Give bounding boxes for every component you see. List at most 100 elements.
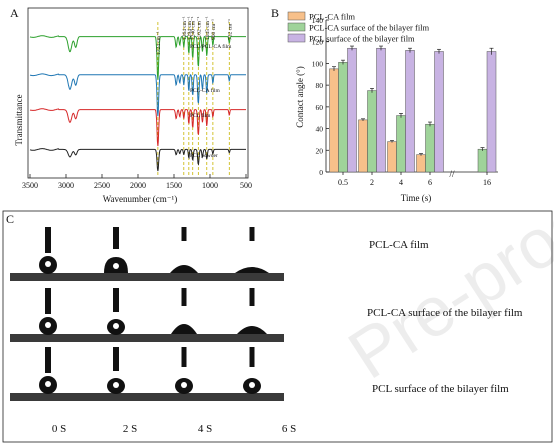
panel-a-xtick-label: 1000 xyxy=(202,181,218,190)
droplet-needle xyxy=(113,288,119,312)
droplet-highlight xyxy=(45,322,51,328)
panel-a-series-label: PCL-CA film xyxy=(190,87,221,94)
panel-b-xtick-label: 6 xyxy=(428,178,432,187)
droplet-highlight xyxy=(113,263,119,269)
panel-a-peak-label: 1364 cm⁻¹ xyxy=(182,16,188,40)
droplet-needle xyxy=(45,288,51,314)
panel-b-bar xyxy=(338,62,348,173)
droplet-time-label: 4 S xyxy=(198,423,212,435)
droplet-row-label: PCL-CA film xyxy=(369,239,429,251)
panel-a-series-label: PCL film xyxy=(190,112,211,119)
panel-b-bar xyxy=(477,148,488,173)
panel-b-xtick-label: 4 xyxy=(399,178,403,187)
panel-b-contact-angle-chart: B Contact angle (°) Time (s) 0 20 40 60 80 10… xyxy=(271,6,498,203)
panel-a-xtick-label: 500 xyxy=(240,181,252,190)
panel-b-bars xyxy=(329,45,497,173)
panel-b-legend-label: PCL-CA film xyxy=(309,12,355,22)
droplet-substrate xyxy=(146,334,216,342)
droplet-needle xyxy=(249,227,255,241)
panel-b-bar xyxy=(405,50,415,173)
panel-b-xtick-label: 16 xyxy=(483,178,491,187)
droplet-substrate xyxy=(214,334,284,342)
panel-a-xtick-label: 1500 xyxy=(166,181,182,190)
panel-a-series-line xyxy=(29,148,246,172)
panel-a-xticks: 3500 3000 2500 2000 1500 1000 500 xyxy=(22,174,252,190)
droplet-row-label: PCL surface of the bilayer film xyxy=(372,383,509,395)
droplet-needle xyxy=(181,347,187,367)
panel-a-xlabel: Wavenumber (cm⁻¹) xyxy=(103,194,177,204)
droplet-substrate xyxy=(10,393,80,401)
droplet-substrate xyxy=(214,273,284,281)
droplet-time-label: 0 S xyxy=(52,423,66,435)
panel-a-series-line xyxy=(29,108,246,147)
panel-a-peak-label: 1162 cm⁻¹ xyxy=(196,16,202,40)
panel-b-bar xyxy=(425,123,435,173)
panel-b-ytick-label: 80 xyxy=(316,81,324,90)
panel-b-legend-swatch xyxy=(287,33,306,43)
droplet-substrate xyxy=(78,393,148,401)
panel-a-xtick-label: 2500 xyxy=(94,181,110,190)
panel-b-xticks: 0.5 2 4 6 16 xyxy=(338,172,491,187)
panel-b-bar xyxy=(376,47,386,173)
droplet-highlight xyxy=(45,261,51,267)
droplet-highlight xyxy=(113,382,119,388)
panel-b-ytick-label: 20 xyxy=(316,146,324,155)
panel-b-bar xyxy=(416,154,426,173)
panel-a-peak-label: 1724 cm⁻¹ xyxy=(156,31,162,55)
panel-a-xtick-label: 2000 xyxy=(130,181,146,190)
panel-b-ytick-label: 0 xyxy=(319,168,323,177)
droplet xyxy=(171,324,197,334)
panel-c-frame xyxy=(2,210,553,443)
panel-a-peak-label: 1294 cm⁻¹ xyxy=(187,16,193,40)
droplet-substrate xyxy=(214,393,284,401)
panel-b-legend-swatch xyxy=(287,22,306,32)
droplet xyxy=(170,265,198,273)
panel-a-series-label: PCL powder xyxy=(190,153,218,159)
panel-c-time-labels: 0 S 2 S 4 S 6 S xyxy=(52,423,296,435)
panel-c-letter: C xyxy=(6,212,14,226)
panel-b-bar xyxy=(358,119,368,173)
droplet-needle xyxy=(113,227,119,249)
panel-b-xtick-label: 0.5 xyxy=(338,178,348,187)
droplet-substrate xyxy=(146,393,216,401)
panel-b-bar xyxy=(367,90,377,173)
panel-a-peak-label: 960 cm⁻¹ xyxy=(211,19,217,40)
droplet-time-label: 6 S xyxy=(282,423,296,435)
droplet-needle xyxy=(249,288,255,306)
panel-a-series-label: PCL/PCL-CA film xyxy=(190,43,232,50)
panel-b-ylabel: Contact angle (°) xyxy=(295,66,305,128)
panel-a-series-line xyxy=(29,35,246,80)
panel-a-peak-label: 732 cm⁻¹ xyxy=(227,19,233,40)
panel-b-legend-swatch xyxy=(287,11,306,21)
droplet-substrate xyxy=(10,334,80,342)
panel-b-ytick-label: 100 xyxy=(312,59,324,68)
droplet xyxy=(237,326,267,334)
panel-b-xlabel: Time (s) xyxy=(401,193,431,203)
panel-a-series-labels: PCL/PCL-CA film PCL-CA film PCL film PCL po… xyxy=(190,43,232,159)
panel-b-legend-label: PCL-CA surface of the bilayer film xyxy=(309,23,430,33)
droplet-needle xyxy=(181,227,187,241)
droplet-substrate xyxy=(78,334,148,342)
droplet xyxy=(235,267,269,273)
panel-b-ytick-label: 60 xyxy=(316,103,324,112)
panel-b-bar xyxy=(396,115,406,173)
droplet-needle xyxy=(249,347,255,367)
panel-b-letter: B xyxy=(271,6,279,20)
droplet-highlight xyxy=(113,323,119,329)
droplet-highlight xyxy=(249,382,255,388)
panel-b-bar xyxy=(434,51,444,173)
panel-c-droplet-images: C PCL-CA film PCL-CA surface of the bilay… xyxy=(2,210,553,443)
panel-a-xtick-label: 3500 xyxy=(22,181,38,190)
panel-b-ytick-label: 120 xyxy=(312,38,324,47)
panel-a-series-line xyxy=(29,73,246,117)
droplet-needle xyxy=(181,288,187,306)
panel-b-bar xyxy=(387,141,397,173)
droplet-needle xyxy=(45,347,51,373)
panel-b-ytick-label: 40 xyxy=(316,125,324,134)
panel-a-peak-label: 1240 cm⁻¹ xyxy=(191,16,197,40)
panel-b-yticks: 0 20 40 60 80 100 120 140 xyxy=(312,16,329,177)
droplet-highlight xyxy=(181,382,187,388)
